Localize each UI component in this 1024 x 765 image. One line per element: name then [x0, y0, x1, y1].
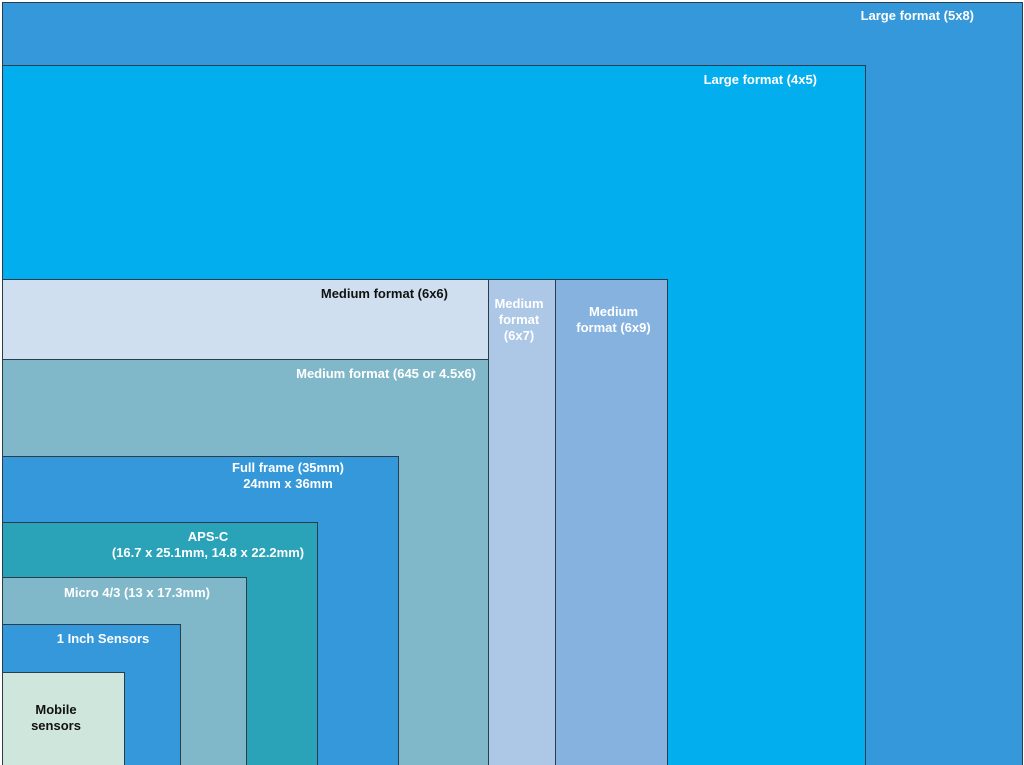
one-inch-label: 1 Inch Sensors: [56, 631, 150, 646]
medium-format-6x7-area: [488, 279, 556, 765]
large-format-4x5-label: Large format (4x5): [703, 72, 817, 87]
medium-format-6x6-label: Medium format (6x6): [320, 286, 448, 301]
large-format-5x8-label: Large format (5x8): [860, 8, 974, 23]
medium-format-6x7-label: Medium format (6x7): [494, 296, 544, 343]
micro-four-thirds-label: Micro 4/3 (13 x 17.3mm): [64, 585, 210, 600]
full-frame-label: Full frame (35mm) 24mm x 36mm: [232, 460, 344, 491]
mobile-sensors-label: Mobile sensors: [31, 702, 81, 733]
aps-c-label: APS-C (16.7 x 25.1mm, 14.8 x 22.2mm): [111, 529, 305, 560]
medium-format-6x9-label: Medium format (6x9): [576, 304, 651, 335]
mobile-sensors-area: [2, 672, 125, 765]
medium-format-6x9-area: [555, 279, 668, 765]
medium-format-645-label: Medium format (645 or 4.5x6): [296, 366, 476, 381]
